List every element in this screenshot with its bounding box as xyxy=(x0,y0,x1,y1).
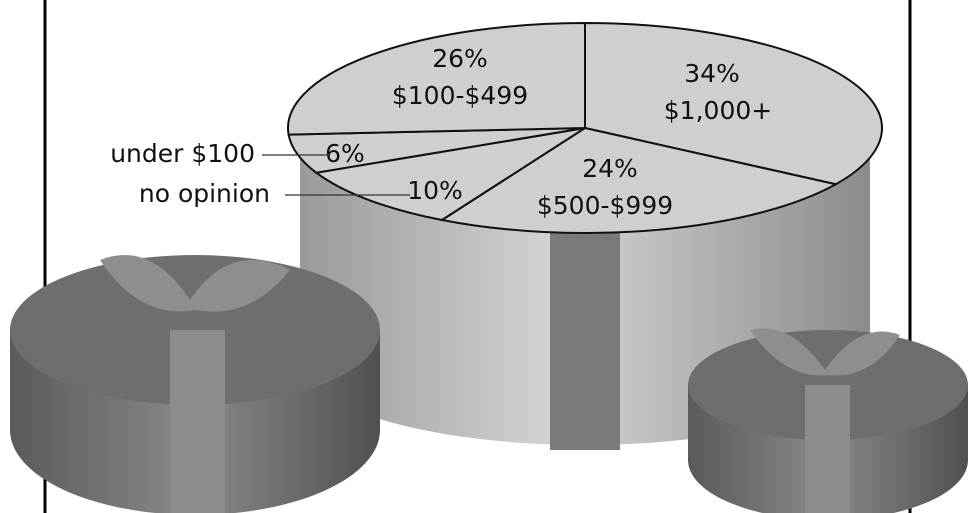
slice-value-label: 6% xyxy=(325,139,365,168)
pie: 34% $1,000+ 24% $500-$999 10% no opinion 6% und… xyxy=(110,21,883,234)
slice-category-label: no opinion xyxy=(139,179,270,208)
slice-value-label: 26% xyxy=(432,44,488,73)
pie-slice xyxy=(439,126,839,234)
slice-value-label: 10% xyxy=(407,176,463,205)
slice-category-label: $500-$999 xyxy=(537,191,673,220)
gift-left xyxy=(10,255,380,513)
slice-category-label: $1,000+ xyxy=(664,96,772,125)
pie-slice xyxy=(313,127,586,222)
slice-category-label: under $100 xyxy=(110,139,255,168)
slice-value-label: 34% xyxy=(684,59,740,88)
pie-slice xyxy=(287,21,586,136)
slice-value-label: 24% xyxy=(582,154,638,183)
slice-category-label: $100-$499 xyxy=(392,81,528,110)
gift-right xyxy=(688,328,968,513)
